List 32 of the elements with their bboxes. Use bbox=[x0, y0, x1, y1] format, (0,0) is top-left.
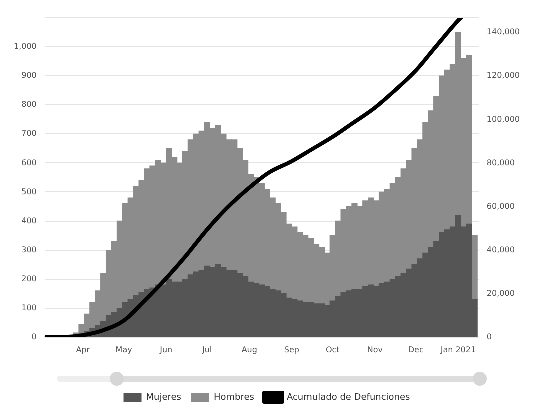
legend-label: Hombres bbox=[214, 392, 255, 403]
y2-tick-label: 100,000 bbox=[486, 114, 520, 124]
y2-tick-label: 60,000 bbox=[486, 202, 515, 211]
y-tick-label: 200 bbox=[22, 274, 37, 284]
x-tick-label: Jun bbox=[159, 345, 173, 354]
y-tick-label: 800 bbox=[22, 100, 37, 110]
x-tick-label: Nov bbox=[367, 345, 384, 354]
x-tick-label: Aug bbox=[242, 345, 258, 354]
y2-tick-label: 20,000 bbox=[486, 288, 515, 298]
y2-tick-label: 120,000 bbox=[486, 71, 520, 80]
x-tick-label: Apr bbox=[76, 345, 91, 354]
y-tick-label: 0 bbox=[32, 332, 37, 342]
x-tick-label: Dec bbox=[408, 345, 424, 354]
y2-tick-label: 40,000 bbox=[486, 245, 515, 254]
y-tick-label: 700 bbox=[22, 129, 37, 138]
legend-label: Acumulado de Defunciones bbox=[286, 392, 411, 403]
y-tick-label: 400 bbox=[22, 216, 37, 226]
y-tick-label: 500 bbox=[22, 187, 37, 196]
x-tick-label: Jul bbox=[201, 345, 212, 354]
x-tick-label: Jan 2021 bbox=[440, 345, 476, 354]
y-tick-label: 600 bbox=[22, 158, 37, 168]
x-tick-label: Sep bbox=[284, 345, 300, 354]
y-tick-label: 300 bbox=[22, 245, 37, 254]
y-tick-label: 900 bbox=[22, 71, 37, 80]
y-tick-label: 100 bbox=[22, 303, 37, 312]
y2-tick-label: 0 bbox=[486, 332, 492, 342]
x-tick-label: May bbox=[116, 345, 133, 354]
x-tick-label: Oct bbox=[326, 345, 340, 354]
y-tick-label: 1,000 bbox=[14, 42, 37, 52]
y2-tick-label: 140,000 bbox=[486, 28, 520, 37]
y2-tick-label: 80,000 bbox=[486, 158, 515, 168]
legend-label: Mujeres bbox=[146, 392, 182, 403]
